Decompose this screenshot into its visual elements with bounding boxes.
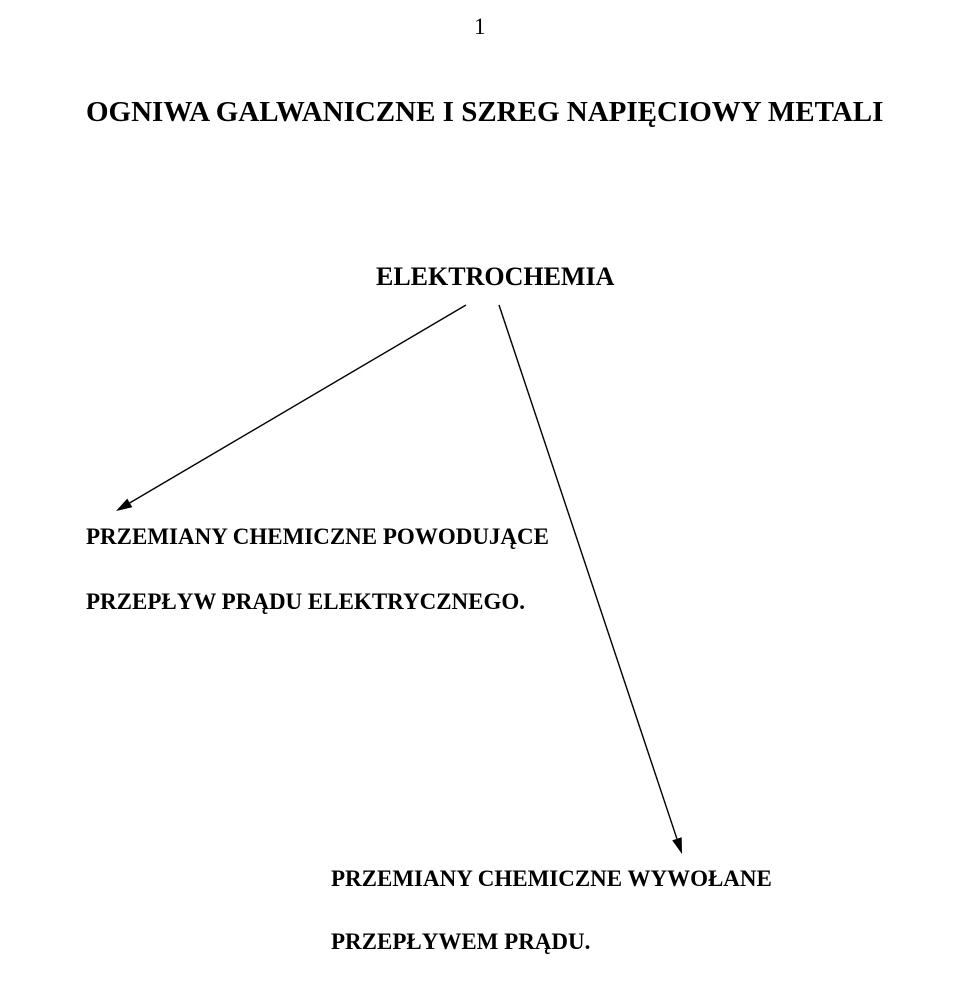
page-number: 1 <box>474 14 486 40</box>
root-label: ELEKTROCHEMIA <box>376 262 614 292</box>
branch1-line1: PRZEMIANY CHEMICZNE POWODUJĄCE <box>86 524 549 550</box>
branch1-line2: PRZEPŁYW PRĄDU ELEKTRYCZNEGO. <box>86 589 525 615</box>
title: OGNIWA GALWANICZNE I SZREG NAPIĘCIOWY ME… <box>86 96 883 129</box>
arrows-layer <box>0 0 960 997</box>
page-root: 1 OGNIWA GALWANICZNE I SZREG NAPIĘCIOWY … <box>0 0 960 997</box>
branch2-line1: PRZEMIANY CHEMICZNE WYWOŁANE <box>331 866 772 892</box>
branch2-line2: PRZEPŁYWEM PRĄDU. <box>331 929 590 955</box>
